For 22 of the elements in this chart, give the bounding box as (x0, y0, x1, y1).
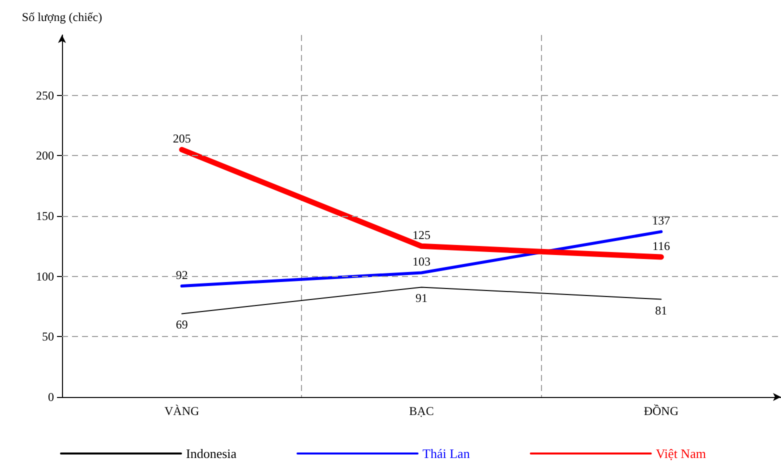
data-label: 137 (652, 214, 670, 228)
y-axis-title: Số lượng (chiếc) (22, 10, 102, 24)
data-label: 103 (412, 254, 430, 269)
y-tick-label: 250 (36, 88, 54, 102)
y-tick-label: 150 (36, 209, 54, 223)
y-tick-label: 50 (42, 330, 54, 344)
data-label: 69 (176, 318, 188, 332)
x-tick-label: VÀNG (164, 404, 200, 418)
text: Việt Nam (656, 446, 706, 461)
data-label: 205 (172, 132, 191, 146)
y-tick-label: 0 (48, 390, 54, 404)
data-label: 91 (416, 291, 428, 306)
y-tick-label: 200 (36, 148, 54, 163)
text: Indonesia (186, 446, 237, 461)
data-label: 116 (652, 239, 670, 254)
data-label: 81 (655, 303, 668, 318)
x-tick-label: BẠC (409, 404, 434, 418)
text: Thái Lan (422, 446, 470, 461)
data-label: 92 (176, 268, 188, 282)
data-label: 125 (412, 228, 430, 242)
y-tick-label: 100 (36, 269, 54, 284)
x-tick-label: ĐỒNG (644, 404, 679, 418)
